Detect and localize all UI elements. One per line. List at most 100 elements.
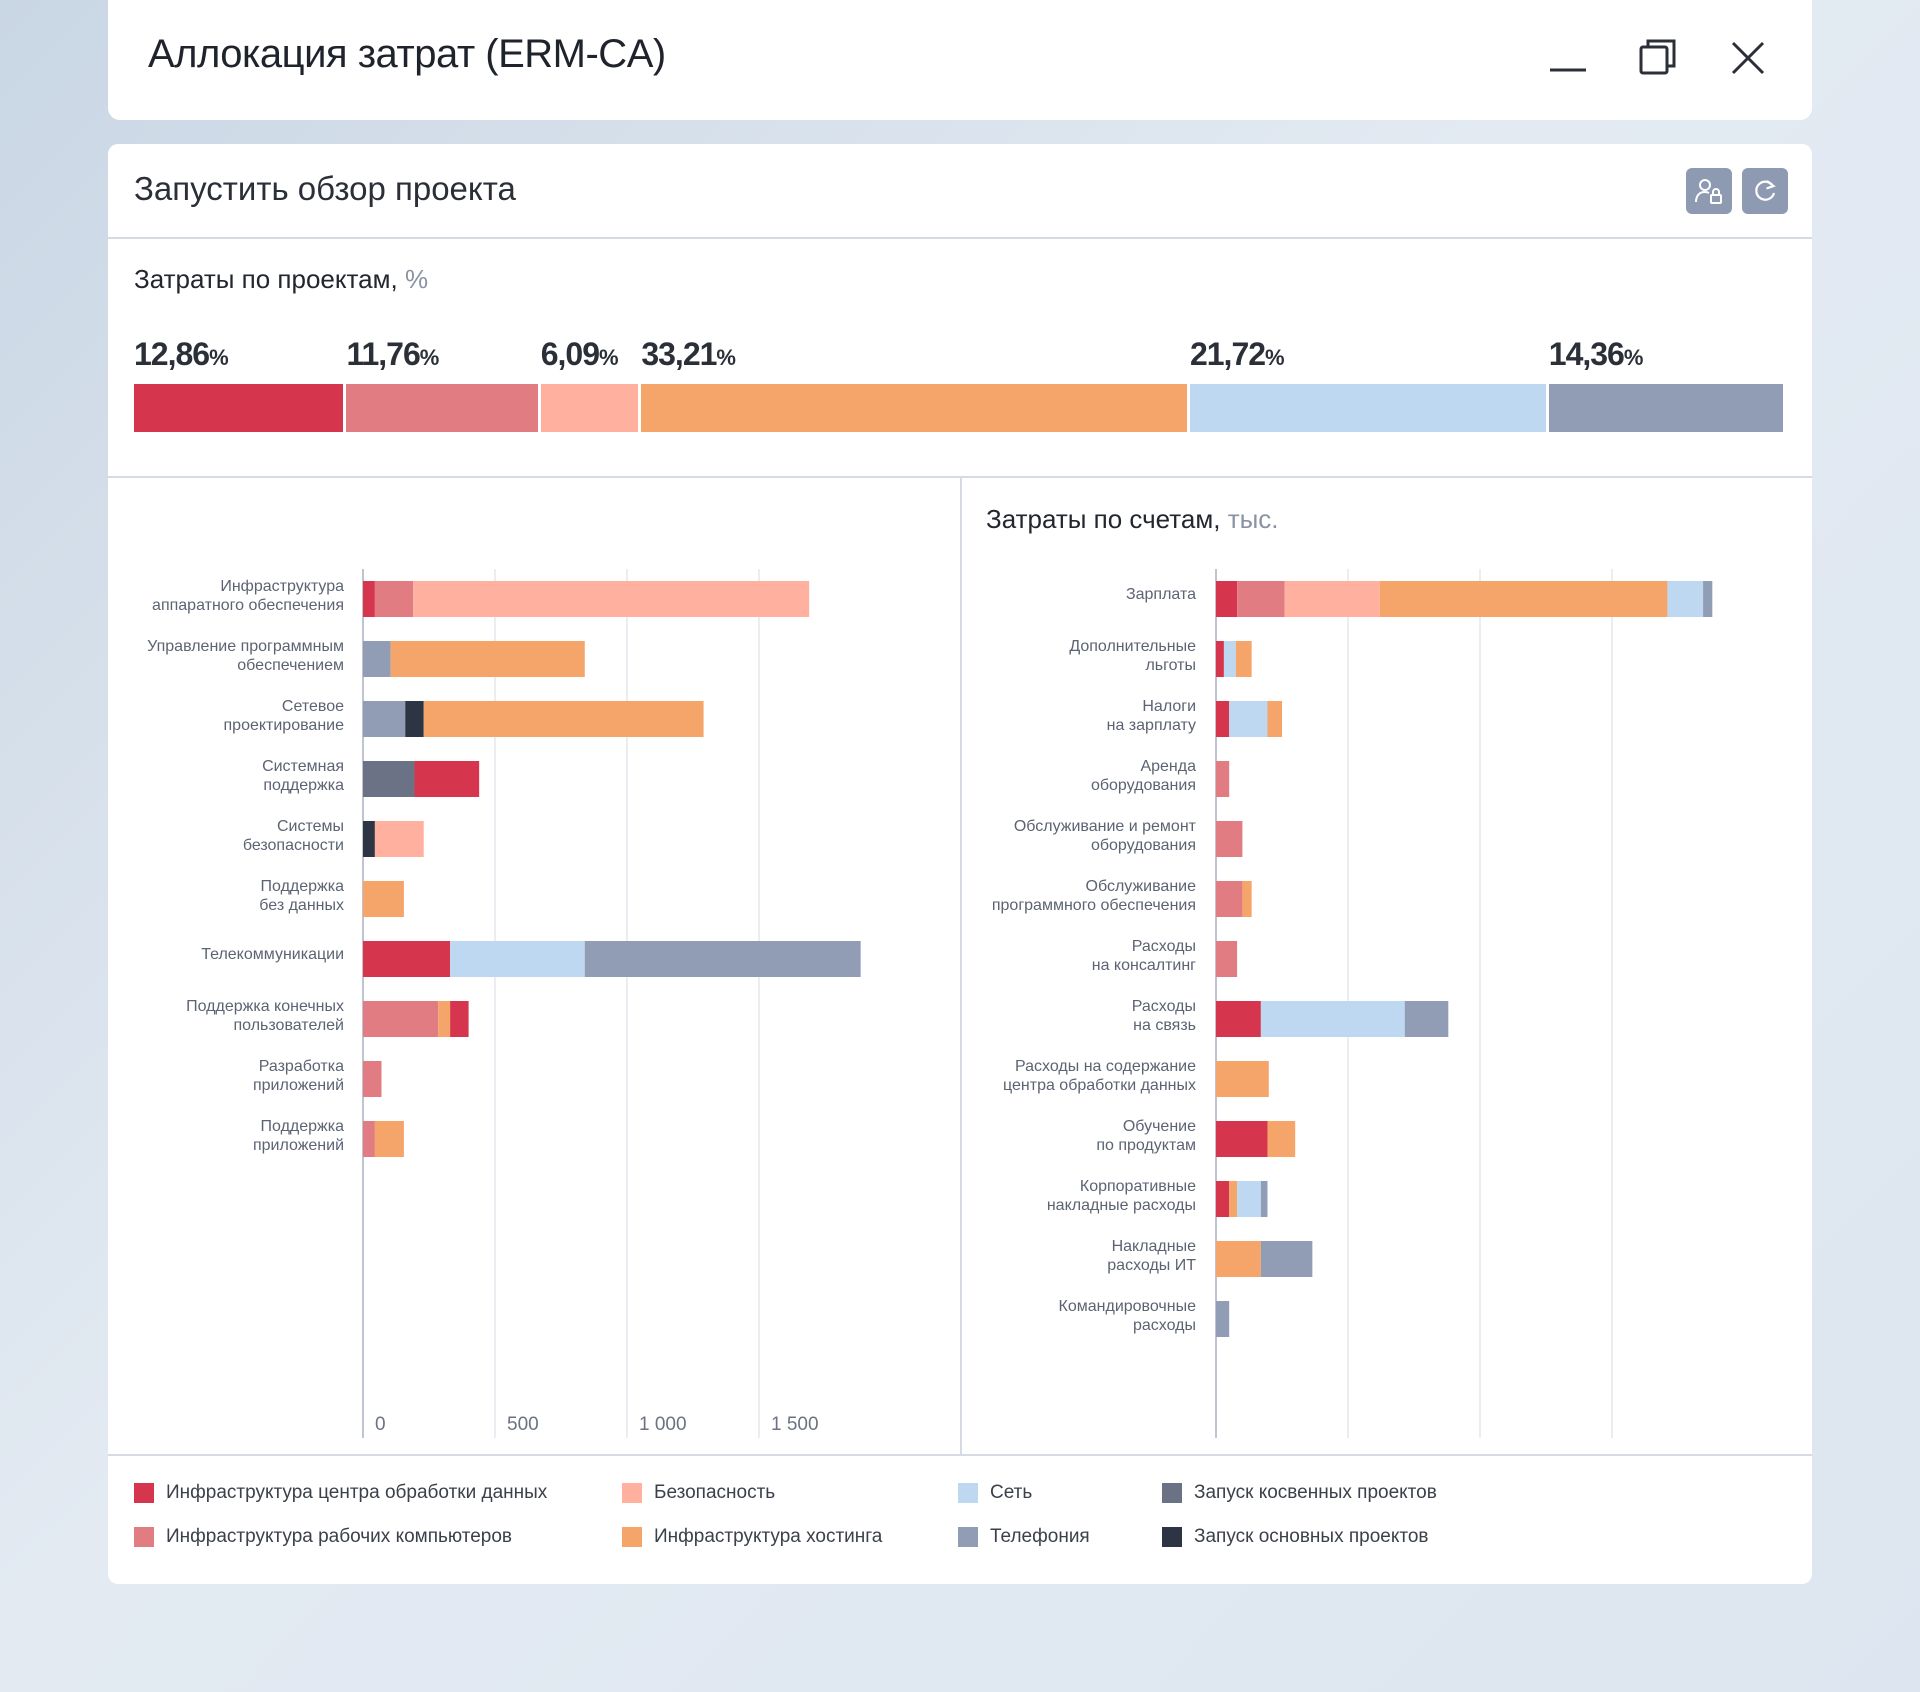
category-label: Сетевое проектирование (224, 698, 345, 734)
x-tick-label: 1 000 (639, 1414, 687, 1435)
bar-segment (584, 941, 861, 977)
pct-segment (1189, 384, 1546, 432)
category-label: Управление программным обеспечением (147, 638, 344, 674)
pct-value: 14,36% (1548, 336, 1644, 372)
pct-segment (134, 384, 344, 432)
refresh-button[interactable] (1742, 168, 1788, 214)
category-label: Поддержка конечных пользователей (186, 998, 344, 1034)
bar-segment (1223, 641, 1236, 677)
bar-segment (1229, 1181, 1238, 1217)
category-label-line: Корпоративные (1080, 1178, 1196, 1195)
category-label-line: расходы (1133, 1317, 1196, 1334)
category-label: Расходы на содержание центра обработки да… (1003, 1058, 1196, 1094)
restore-icon (1639, 39, 1676, 75)
legend-item: Телефония (958, 1526, 1090, 1548)
legend-swatch (134, 1527, 154, 1547)
legend-label: Инфраструктура центра обработки данных (166, 1482, 548, 1503)
category-label-line: Расходы (1132, 998, 1196, 1015)
minimize-button[interactable] (1540, 30, 1596, 86)
bar-segment (390, 641, 585, 677)
category-label: Корпоративные накладные расходы (1047, 1178, 1196, 1214)
bar-segment (1216, 881, 1243, 917)
legend-swatch (134, 1483, 154, 1503)
bar-segment (450, 941, 585, 977)
pct-segment (1548, 384, 1783, 432)
window-title: Аллокация затрат (ERM-CA) (148, 32, 666, 76)
project-costs-title: Затраты по проектам, % (134, 264, 429, 294)
category-label-line: Системная (262, 758, 344, 775)
category-label: Разработка приложений (253, 1058, 344, 1094)
category-label-line: безопасности (243, 837, 344, 854)
bar-segment (1379, 581, 1668, 617)
bar-segment (1216, 1301, 1230, 1337)
category-label: Обучение по продуктам (1096, 1118, 1196, 1154)
category-label-line: льготы (1145, 657, 1196, 674)
bar-segment (363, 941, 451, 977)
category-label-line: Поддержка конечных (186, 998, 344, 1015)
panel-title: Запустить обзор проекта (134, 170, 516, 207)
category-label: Расходы на консалтинг (1092, 938, 1196, 974)
chart-divider (960, 478, 962, 1454)
category-label-line: аппаратного обеспечения (152, 597, 344, 614)
category-label-line: оборудования (1091, 837, 1196, 854)
bar-segment (1703, 581, 1713, 617)
category-label-line: оборудования (1091, 777, 1196, 794)
bar-segment (1284, 581, 1380, 617)
legend-item: Запуск основных проектов (1162, 1526, 1429, 1548)
section-divider (108, 476, 1812, 478)
bar-segment (438, 1001, 451, 1037)
category-label: Аренда оборудования (1091, 758, 1196, 794)
category-label: Инфраструктура аппаратного обеспечения (152, 578, 344, 614)
category-label-line: Расходы на содержание (1015, 1058, 1196, 1075)
accounts-bar-chart: Зарплата Дополнительные льготы Налоги на зар… (992, 569, 1713, 1438)
legend-swatch (1162, 1483, 1182, 1503)
header-divider (108, 237, 1812, 239)
bar-segment (1216, 641, 1224, 677)
bar-segment (405, 701, 424, 737)
category-label-line: программного обеспечения (992, 897, 1196, 914)
category-label-line: на зарплату (1107, 717, 1196, 734)
restore-button[interactable] (1630, 30, 1686, 86)
bar-segment (363, 701, 406, 737)
category-label-line: Налоги (1142, 698, 1196, 715)
category-label-line: Сетевое (282, 698, 344, 715)
category-label-line: пользователей (234, 1017, 345, 1034)
user-lock-button[interactable] (1686, 168, 1732, 214)
bar-segment (1235, 641, 1252, 677)
bar-segment (374, 581, 414, 617)
legend-item: Безопасность (622, 1482, 775, 1504)
pct-segment (346, 384, 538, 432)
category-label: Обслуживание программного обеспечения (992, 878, 1196, 914)
category-label: Расходы на связь (1132, 998, 1196, 1034)
bar-segment (1229, 701, 1268, 737)
bar-segment (1237, 1181, 1261, 1217)
bar-segment (1260, 1241, 1313, 1277)
category-label-line: Обслуживание (1086, 878, 1197, 895)
category-label: Телекоммуникации (201, 946, 344, 963)
category-label: Налоги на зарплату (1107, 698, 1196, 734)
category-label-line: Обслуживание и ремонт (1014, 818, 1197, 835)
category-label: Обслуживание и ремонт оборудования (1014, 818, 1197, 854)
category-label-line: без данных (259, 897, 344, 914)
pct-segment (540, 384, 639, 432)
category-label: Системная поддержка (262, 758, 344, 794)
legend-swatch (958, 1527, 978, 1547)
bar-segment (1260, 1181, 1268, 1217)
bar-segment (1216, 581, 1238, 617)
x-tick-label: 0 (375, 1414, 386, 1435)
category-label: Дополнительные льготы (1069, 638, 1196, 674)
legend-swatch (1162, 1527, 1182, 1547)
category-label-line: на консалтинг (1092, 957, 1196, 974)
bar-segment (363, 881, 404, 917)
category-label: Зарплата (1126, 586, 1196, 603)
bar-segment (1260, 1001, 1405, 1037)
bar-segment (1242, 881, 1252, 917)
close-button[interactable] (1720, 30, 1776, 86)
category-label-line: Управление программным (147, 638, 344, 655)
legend-item: Сеть (958, 1482, 1032, 1504)
bar-segment (363, 641, 391, 677)
legend-item: Запуск косвенных проектов (1162, 1482, 1437, 1504)
bar-segment (363, 761, 415, 797)
category-label-line: Телекоммуникации (201, 946, 344, 963)
bar-segment (1216, 821, 1243, 857)
